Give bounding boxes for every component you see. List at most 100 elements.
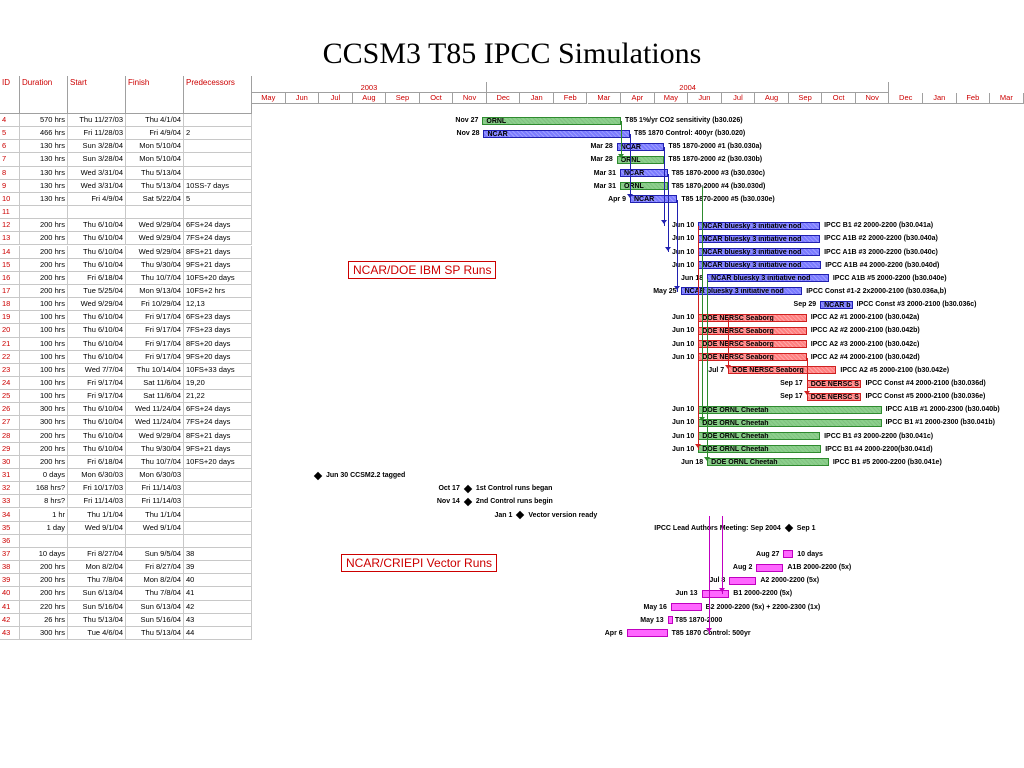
gantt-bar[interactable]: [667, 616, 673, 625]
gantt-bar[interactable]: [783, 550, 794, 559]
table-cell-pred: 6FS+24 days: [184, 403, 252, 417]
milestone-diamond[interactable]: [313, 471, 323, 480]
bar-start-label: May 25: [653, 287, 677, 295]
bar-start-label: Jun 10: [672, 353, 695, 361]
table-cell-id: 5: [0, 127, 20, 141]
table-cell-start: Fri 9/17/04: [68, 377, 126, 391]
gantt-bar[interactable]: NCAR: [483, 129, 630, 138]
dependency-line: [664, 147, 666, 227]
dependency-line: [709, 515, 711, 634]
table-cell-id: 20: [0, 324, 20, 338]
gantt-bar[interactable]: ORNL: [619, 182, 668, 191]
table-cell-finish: Wed 11/24/04: [126, 416, 184, 430]
month-header: May: [252, 93, 286, 104]
table-cell-pred: 9FS+21 days: [184, 442, 252, 456]
bar-start-label: Jul 7: [708, 366, 725, 374]
column-header-dur[interactable]: Duration: [20, 76, 68, 114]
table-cell-finish: Thu 10/7/04: [126, 271, 184, 285]
gantt-bar[interactable]: NCAR bluesky 3 initiative nod: [698, 261, 822, 270]
gantt-bar[interactable]: DOE NERSC Seaborg: [698, 326, 807, 335]
bar-start-label: May 16: [643, 603, 667, 611]
gantt-bar[interactable]: DOE NERSC S: [806, 392, 862, 401]
table-cell-id: 31: [0, 469, 20, 483]
table-cell-finish: Sun 9/5/04: [126, 547, 184, 562]
gantt-bar[interactable]: NCAR: [616, 142, 665, 151]
milestone-diamond[interactable]: [516, 510, 525, 520]
gantt-bar[interactable]: [729, 576, 757, 585]
table-cell-finish: Sun 6/13/04: [126, 600, 184, 614]
table-cell-pred: 7FS+23 days: [184, 324, 252, 338]
table-cell-pred: 12,13: [184, 298, 252, 312]
column-header-id[interactable]: ID: [0, 76, 20, 114]
milestone-diamond[interactable]: [784, 523, 794, 533]
dependency-line: [629, 134, 631, 200]
gantt-bar[interactable]: NCAR bluesky 3 initiative nod: [707, 274, 829, 283]
table-cell-finish: Wed 9/29/04: [126, 219, 184, 233]
table-cell-id: 41: [0, 600, 20, 614]
milestone-label: Sep 1: [796, 524, 816, 532]
table-cell-start: Fri 11/14/03: [68, 495, 126, 509]
gantt-bar[interactable]: DOE NERSC Seaborg: [698, 353, 807, 362]
gantt-bar[interactable]: DOE ORNL Cheetah: [698, 418, 882, 427]
gantt-bar[interactable]: ORNL: [482, 116, 622, 125]
table-cell-start: Sun 6/13/04: [68, 587, 126, 601]
table-cell-pred: 7FS+24 days: [184, 232, 252, 246]
milestone-diamond[interactable]: [463, 497, 473, 507]
table-cell-start: Thu 6/10/04: [68, 403, 126, 417]
table-cell-pred: 8FS+20 days: [184, 337, 252, 351]
gantt-bar[interactable]: NCAR: [629, 195, 678, 204]
gantt-bar[interactable]: NCAR b: [820, 300, 853, 309]
gantt-bar[interactable]: NCAR: [619, 169, 668, 178]
bar-start-label: Mar 31: [593, 182, 616, 190]
bar-task-label: IPCC B1 #2 2000-2200 (b30.041a): [824, 222, 934, 230]
bar-task-label: IPCC A2 #2 2000-2100 (b30.042b): [810, 327, 920, 335]
gantt-bar[interactable]: NCAR bluesky 3 initiative nod: [698, 248, 821, 256]
column-header-pred[interactable]: Predecessors: [184, 76, 252, 114]
table-cell-dur: 100 hrs: [20, 324, 68, 338]
milestone-diamond[interactable]: [463, 484, 473, 493]
gantt-bar[interactable]: [701, 589, 730, 598]
dependency-arrow: [626, 193, 633, 198]
dependency-arrow: [661, 220, 668, 225]
gantt-bar[interactable]: NCAR bluesky 3 initiative nod: [698, 234, 821, 243]
month-header: Oct: [822, 93, 856, 104]
table-cell-dur: 26 hrs: [20, 613, 68, 627]
gantt-bar[interactable]: DOE NERSC S: [806, 379, 862, 388]
gantt-bar[interactable]: NCAR bluesky 3 initiative nod: [680, 287, 803, 296]
gantt-bar[interactable]: DOE ORNL Cheetah: [698, 445, 822, 454]
column-header-finish[interactable]: Finish: [126, 76, 184, 114]
gantt-bar[interactable]: DOE ORNL Cheetah: [698, 432, 821, 441]
bar-start-label: Jun 10: [672, 235, 695, 243]
table-cell-id: 35: [0, 521, 20, 535]
table-cell-finish: Wed 9/29/04: [126, 232, 184, 246]
table-cell-pred: 7FS+24 days: [184, 416, 252, 430]
gantt-bar[interactable]: DOE ORNL Cheetah: [698, 405, 882, 414]
table-cell-start: Mon 6/30/03: [68, 469, 126, 483]
bar-task-label: T85 1870-2000 #1 (b30.030a): [668, 143, 762, 151]
gantt-bar[interactable]: [626, 629, 668, 638]
gantt-bar[interactable]: DOE NERSC Seaborg: [728, 366, 837, 375]
column-header-start[interactable]: Start: [68, 76, 126, 114]
table-cell-start: Thu 11/27/03: [68, 114, 126, 128]
bar-task-label: IPCC B1 #5 2000-2200 (b30.041e): [832, 458, 942, 466]
table-cell-finish: [126, 534, 184, 548]
gantt-bar[interactable]: NCAR bluesky 3 initiative nod: [698, 221, 821, 230]
bar-task-label: IPCC A1B #3 2000-2200 (b30.040c): [824, 248, 938, 256]
table-cell-pred: 10FS+33 days: [184, 363, 252, 377]
month-header: Dec: [486, 93, 521, 104]
table-cell-dur: 300 hrs: [20, 403, 68, 417]
milestone-label: Vector version ready: [528, 511, 598, 519]
gantt-bar[interactable]: [670, 603, 702, 612]
bar-task-label: IPCC Const #4 2000-2100 (b30.036d): [865, 380, 986, 387]
bar-task-label: IPCC A2 #1 2000-2100 (b30.042a): [810, 314, 920, 322]
table-cell-pred: [184, 482, 252, 496]
table-cell-pred: [184, 206, 252, 220]
table-cell-id: 34: [0, 508, 20, 522]
gantt-bar[interactable]: [756, 563, 784, 572]
gantt-bar[interactable]: DOE NERSC Seaborg: [698, 340, 807, 349]
dependency-line: [707, 278, 709, 463]
table-cell-pred: [184, 166, 252, 180]
gantt-bar[interactable]: DOE NERSC Seaborg: [698, 313, 807, 322]
table-cell-dur: 200 hrs: [20, 271, 68, 285]
gantt-bar[interactable]: DOE ORNL Cheetah: [707, 458, 829, 467]
